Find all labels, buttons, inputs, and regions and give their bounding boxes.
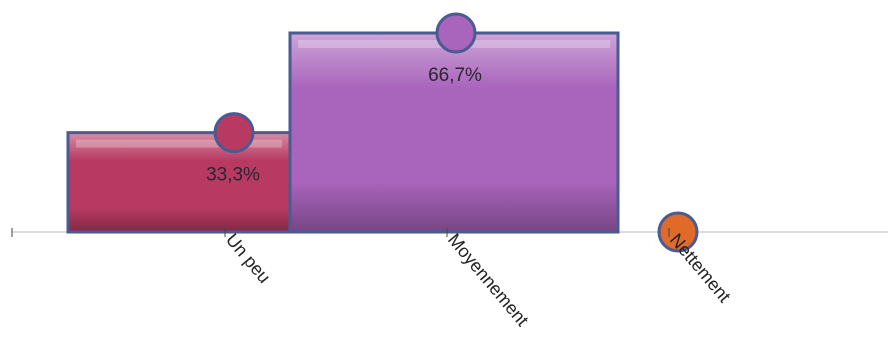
marker-0 — [213, 112, 255, 154]
x-tick-label-2: Nettement — [666, 230, 735, 306]
value-label-0: 33,3% — [206, 165, 260, 186]
x-tick-label-1: Moyennement — [444, 230, 533, 330]
value-label-1: 66,7% — [428, 65, 482, 86]
bar-highlight-0 — [76, 139, 282, 148]
x-tick-label-0: Un peu — [222, 230, 275, 287]
bar-0 — [66, 131, 292, 234]
marker-2 — [657, 211, 699, 253]
marker-1 — [435, 12, 477, 54]
bar-1 — [288, 31, 620, 234]
